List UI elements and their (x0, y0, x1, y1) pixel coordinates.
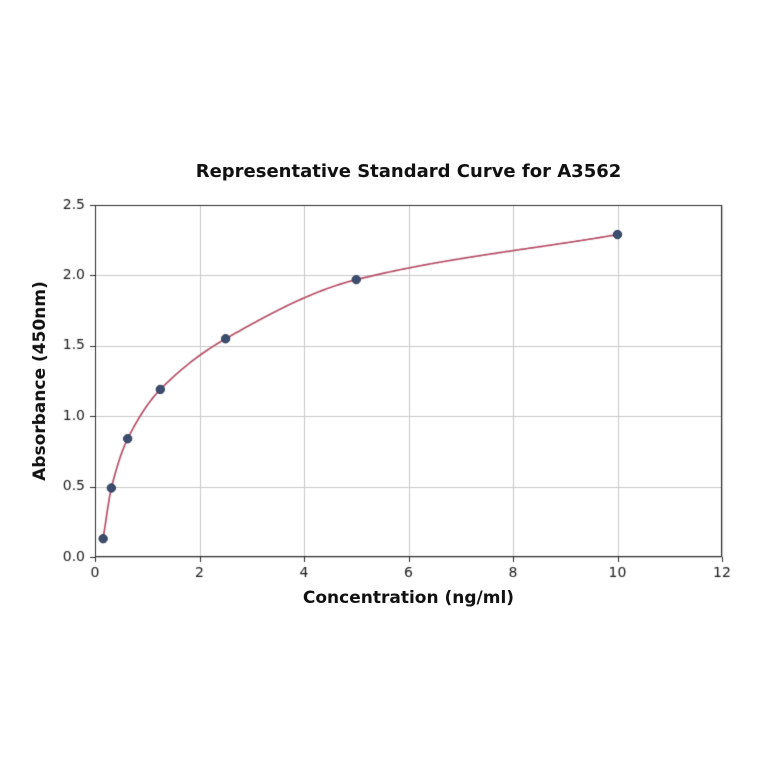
chart-title: Representative Standard Curve for A3562 (195, 161, 622, 182)
x-axis-label: Concentration (ng/ml) (302, 588, 515, 608)
y-axis-label: Absorbance (450nm) (30, 281, 50, 481)
